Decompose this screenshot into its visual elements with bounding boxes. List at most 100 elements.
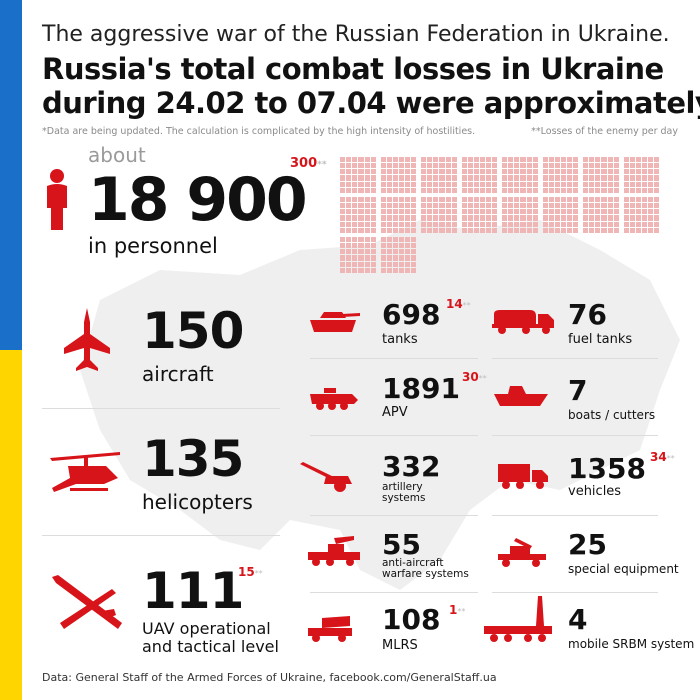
personnel-grid-cell [473, 203, 479, 209]
personnel-grid-block [583, 197, 619, 233]
personnel-grid-cell [380, 163, 386, 169]
personnel-grid-cell [573, 221, 579, 227]
personnel-grid-cell [589, 157, 595, 163]
personnel-grid-cell [411, 187, 417, 193]
personnel-grid-block [461, 197, 498, 233]
personnel-grid-cell [607, 163, 613, 169]
personnel-grid-cell [370, 267, 376, 273]
personnel-grid-cell [352, 203, 358, 209]
tanks-per-day-value: 14 [446, 297, 463, 311]
personnel-grid-cell [439, 209, 445, 215]
personnel-grid-cell [583, 163, 589, 169]
anti-aircraft-icon [308, 536, 360, 566]
personnel-grid-cell [473, 221, 479, 227]
personnel-grid-cell [601, 197, 607, 203]
personnel-grid-cell [370, 249, 376, 255]
personnel-grid-cell [346, 249, 352, 255]
personnel-grid-cell [595, 197, 601, 203]
fuel-tanks-value: 76 [568, 298, 607, 331]
personnel-grid-cell [629, 197, 635, 203]
personnel-grid-cell [451, 227, 457, 233]
personnel-grid-cell [352, 169, 358, 175]
personnel-grid-cell [635, 181, 641, 187]
personnel-grid-cell [352, 163, 358, 169]
personnel-grid-cell [554, 187, 560, 193]
title-line-2-text: during 24.02 to 07.04 were approximately [42, 86, 700, 120]
personnel-grid-cell [473, 215, 479, 221]
personnel-grid-cell [654, 181, 660, 187]
personnel-grid-cell [520, 197, 526, 203]
personnel-grid-cell [380, 249, 386, 255]
personnel-grid-cell [433, 163, 439, 169]
personnel-grid-cell [526, 215, 532, 221]
personnel-grid-cell [573, 181, 579, 187]
personnel-grid-cell [613, 187, 619, 193]
personnel-grid-cell [486, 157, 492, 163]
personnel-grid-cell [370, 187, 376, 193]
mlrs-icon [308, 616, 352, 642]
personnel-grid-cell [405, 187, 411, 193]
personnel-grid-cell [583, 215, 589, 221]
personnel-grid-cell [370, 261, 376, 267]
personnel-grid-cell [405, 261, 411, 267]
personnel-grid-cell [340, 203, 346, 209]
personnel-grid-cell [520, 187, 526, 193]
personnel-grid-cell [421, 157, 427, 163]
personnel-grid-cell [542, 187, 548, 193]
personnel-grid-cell [411, 175, 417, 181]
personnel-grid-cell [386, 203, 392, 209]
personnel-grid-cell [352, 243, 358, 249]
personnel-grid-cell [392, 255, 398, 261]
personnel-grid-cell [554, 203, 560, 209]
personnel-grid-cell [386, 175, 392, 181]
personnel-grid-cell [405, 237, 411, 243]
personnel-grid-cell [346, 187, 352, 193]
personnel-grid-cell [392, 181, 398, 187]
personnel-value: 18 900 [88, 165, 308, 235]
personnel-grid-cell [589, 169, 595, 175]
personnel-grid-cell [641, 221, 648, 227]
personnel-grid-cell [532, 203, 538, 209]
personnel-grid-cell [629, 157, 635, 163]
aircraft-label: aircraft [142, 362, 214, 386]
uav-icon [52, 575, 122, 629]
personnel-grid-cell [364, 157, 370, 163]
personnel-grid-cell [514, 187, 520, 193]
personnel-grid-cell [520, 221, 526, 227]
personnel-grid-cell [492, 169, 498, 175]
personnel-grid-cell [427, 181, 433, 187]
vehicles-per-day: 34** [650, 450, 675, 464]
personnel-grid-cell [386, 261, 392, 267]
personnel-grid-cell [346, 163, 352, 169]
personnel-grid-cell [370, 215, 376, 221]
personnel-grid-cell [567, 203, 573, 209]
personnel-grid-cell [411, 261, 417, 267]
personnel-grid-cell [451, 203, 457, 209]
personnel-grid-cell [629, 209, 635, 215]
personnel-grid-cell [433, 169, 439, 175]
personnel-grid-cell [486, 215, 492, 221]
personnel-grid-cell [589, 163, 595, 169]
personnel-grid-cell [560, 227, 567, 233]
personnel-grid-block [542, 197, 579, 233]
personnel-grid-cell [405, 249, 411, 255]
personnel-grid-cell [380, 175, 386, 181]
mlrs-per-day-value: 1 [449, 603, 458, 617]
personnel-grid-cell [473, 157, 479, 163]
personnel-grid-cell [635, 163, 641, 169]
personnel-grid-cell [635, 221, 641, 227]
personnel-grid-cell [398, 243, 405, 249]
title-line-1: Russia's total combat losses in Ukraine [42, 52, 664, 86]
personnel-grid-cell [392, 215, 398, 221]
personnel-grid-cell [364, 209, 370, 215]
personnel-grid-cell [479, 175, 486, 181]
personnel-grid-cell [439, 175, 445, 181]
personnel-grid-cell [532, 221, 538, 227]
personnel-grid-block [623, 197, 660, 233]
personnel-grid-cell [629, 169, 635, 175]
personnel-grid-cell [346, 267, 352, 273]
personnel-grid-cell [589, 197, 595, 203]
personnel-grid-cell [648, 169, 654, 175]
personnel-grid-cell [386, 227, 392, 233]
personnel-grid-cell [479, 227, 486, 233]
